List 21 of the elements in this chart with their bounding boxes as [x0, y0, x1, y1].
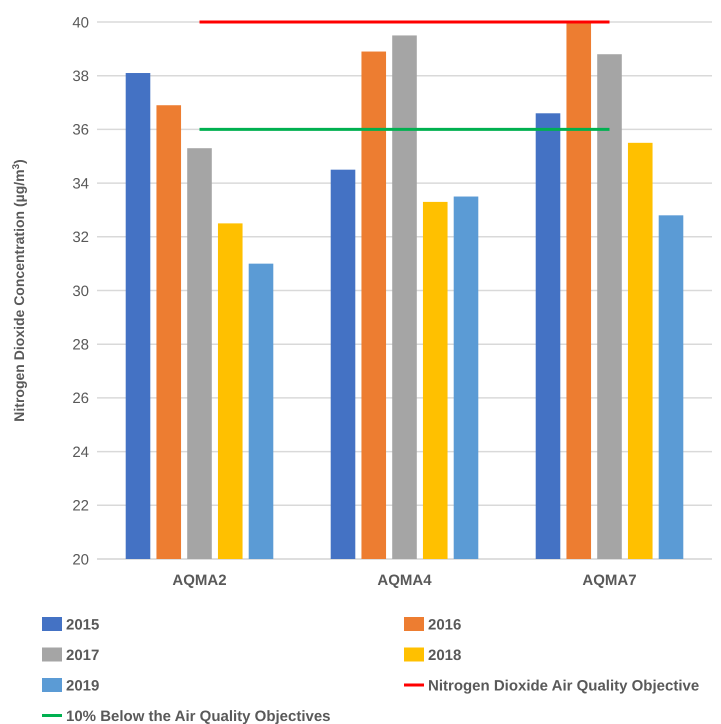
y-tick-label: 20: [72, 551, 89, 568]
y-tick-label: 22: [72, 498, 89, 515]
y-tick-label: 36: [72, 122, 89, 139]
legend-label: 2016: [428, 616, 462, 634]
legend-label: 10% Below the Air Quality Objectives: [66, 708, 331, 724]
y-tick-label: 32: [72, 229, 89, 246]
legend-label: 2017: [66, 646, 100, 664]
y-tick-label: 34: [72, 175, 89, 192]
y-tick-label: 40: [72, 14, 89, 32]
x-tick-label: AQMA7: [582, 572, 637, 589]
y-tick-label: 28: [72, 336, 89, 354]
y-tick-label: 30: [72, 282, 89, 300]
x-tick-label: AQMA2: [172, 572, 227, 589]
legend-label: 2015: [66, 616, 100, 634]
y-tick-label: 38: [72, 68, 89, 85]
legend-label: 2018: [428, 646, 462, 664]
x-tick-label: AQMA4: [377, 572, 432, 589]
legend-label: Nitrogen Dioxide Air Quality Objective: [428, 677, 700, 694]
legend-label: 2019: [66, 677, 100, 694]
y-tick-label: 26: [72, 390, 89, 408]
y-tick-label: 24: [72, 444, 89, 461]
